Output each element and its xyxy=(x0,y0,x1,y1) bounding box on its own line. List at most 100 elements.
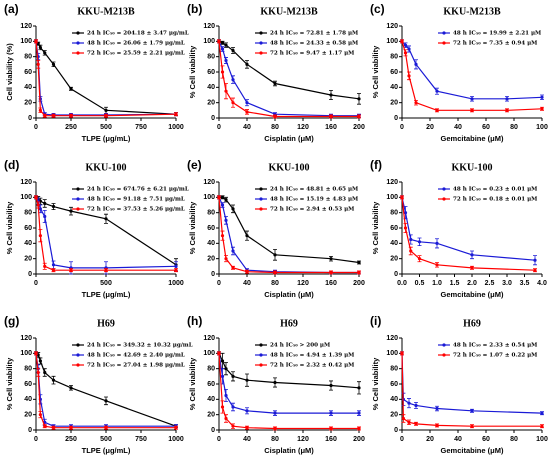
data-point xyxy=(51,378,56,382)
data-point xyxy=(329,426,333,431)
legend-marker xyxy=(76,51,80,55)
legend-label: 24 h IC₅₀ = 349.32 ± 10.32 μg/mL xyxy=(87,343,193,349)
data-point xyxy=(435,263,439,267)
x-tick-label: 200 xyxy=(353,124,365,131)
series-line xyxy=(218,197,359,274)
y-tick-label: 0 xyxy=(394,115,398,122)
data-point xyxy=(401,416,405,421)
y-tick-label: 20 xyxy=(207,256,215,263)
y-tick-label: 0 xyxy=(211,427,215,434)
series-line xyxy=(218,353,360,389)
x-tick-label: 0.5 xyxy=(415,280,425,287)
legend-marker xyxy=(259,343,263,347)
data-point xyxy=(329,93,333,97)
data-point xyxy=(470,253,474,257)
y-axis-label: % Cell viability xyxy=(5,357,14,410)
data-point xyxy=(245,409,249,413)
y-axis-label: % Cell viability xyxy=(188,45,197,98)
data-point xyxy=(51,268,56,272)
panel-label: (c) xyxy=(370,2,385,16)
x-tick-label: 100 xyxy=(536,124,548,131)
series-line xyxy=(401,353,543,414)
data-point xyxy=(217,39,221,43)
data-point xyxy=(174,268,178,272)
legend-marker xyxy=(76,363,80,367)
legend-marker xyxy=(259,51,263,55)
x-axis-label: Cisplatin (μM) xyxy=(264,134,314,143)
data-point xyxy=(34,195,38,199)
data-point xyxy=(505,97,509,101)
legend-marker xyxy=(76,31,80,35)
data-point xyxy=(34,39,38,43)
x-tick-label: 1000 xyxy=(168,124,184,131)
x-tick-label: 0 xyxy=(400,124,404,131)
x-tick-label: 250 xyxy=(65,124,77,131)
x-tick-label: 0 xyxy=(34,280,38,287)
x-axis-label: TLPE (μg/mL) xyxy=(82,134,131,143)
x-axis-label: TLPE (μg/mL) xyxy=(82,290,131,299)
data-point xyxy=(409,249,413,253)
y-tick-label: 60 xyxy=(390,225,398,232)
panel-label: (e) xyxy=(187,158,202,172)
data-point xyxy=(231,374,235,378)
y-tick-label: 40 xyxy=(390,240,398,247)
x-tick-label: 120 xyxy=(297,436,309,443)
y-tick-label: 40 xyxy=(24,396,32,403)
legend-label: 72 h IC₅₀ = 37.53 ± 5.26 μg/mL xyxy=(87,207,185,213)
y-tick-label: 100 xyxy=(386,194,398,201)
y-tick-label: 60 xyxy=(207,69,215,76)
y-tick-label: 80 xyxy=(390,54,398,61)
legend-marker xyxy=(259,197,263,201)
data-point xyxy=(435,108,439,112)
data-point xyxy=(34,351,38,355)
x-tick-label: 1000 xyxy=(168,436,184,443)
data-point xyxy=(329,114,333,119)
panel: (g) H69 0 20 40 60 80 100 120 0 250 500 750 1000 TLPE … xyxy=(4,314,193,455)
data-point xyxy=(220,195,225,199)
series-line xyxy=(401,197,536,261)
data-point xyxy=(435,406,439,411)
y-tick-label: 80 xyxy=(24,210,32,217)
legend-label: 24 h IC₅₀ > 200 μM xyxy=(270,343,330,349)
y-tick-label: 60 xyxy=(24,69,32,76)
y-tick-label: 20 xyxy=(207,100,215,107)
data-point xyxy=(69,114,73,118)
y-axis-label: % Cell viability xyxy=(188,201,197,254)
legend-marker xyxy=(442,343,446,347)
chart-title: KKU-M213B xyxy=(443,6,501,17)
legend-label: 72 h IC₅₀ = 7.35 ± 0.94 μM xyxy=(453,41,537,47)
y-tick-label: 0 xyxy=(394,427,398,434)
data-point xyxy=(51,426,56,430)
data-point xyxy=(43,214,47,219)
y-axis-label: Cell viability (%) xyxy=(5,43,14,101)
data-point xyxy=(414,101,418,105)
y-tick-label: 60 xyxy=(390,381,398,388)
legend-marker xyxy=(259,363,263,367)
data-point xyxy=(470,266,474,270)
data-point xyxy=(231,78,235,82)
x-tick-label: 100 xyxy=(536,436,548,443)
panel-label: (f) xyxy=(370,158,382,172)
y-tick-label: 20 xyxy=(390,256,398,263)
legend-marker xyxy=(442,187,446,191)
y-axis-label: % Cell viability xyxy=(371,357,380,410)
x-tick-label: 40 xyxy=(454,436,462,443)
x-tick-label: 60 xyxy=(482,124,490,131)
x-tick-label: 160 xyxy=(325,124,337,131)
y-tick-label: 0 xyxy=(28,115,32,122)
panel: (i) H69 0 20 40 60 80 100 120 0 20 40 60 80 100 Gemcita… xyxy=(370,314,548,455)
data-point xyxy=(43,424,47,428)
legend-label: 48 h IC₅₀ = 24.33 ± 0.58 μM xyxy=(270,41,358,47)
x-tick-label: 0 xyxy=(217,436,221,443)
legend-marker xyxy=(259,353,263,357)
x-axis-label: Cisplatin (μM) xyxy=(264,446,314,455)
x-axis-label: Cisplatin (μM) xyxy=(264,290,314,299)
x-tick-label: 0 xyxy=(400,436,404,443)
data-point xyxy=(357,97,361,101)
y-tick-label: 20 xyxy=(24,100,32,107)
x-tick-label: 160 xyxy=(325,280,337,287)
x-tick-label: 4.0 xyxy=(537,280,547,287)
series-line xyxy=(401,353,542,427)
data-point xyxy=(231,249,235,253)
